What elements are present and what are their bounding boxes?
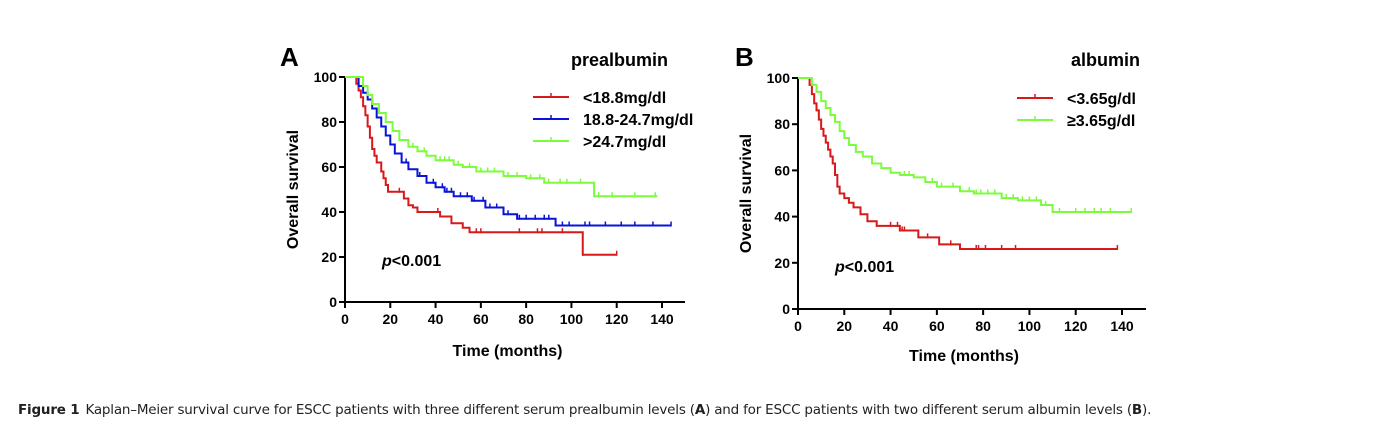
survival-curve bbox=[798, 77, 1132, 213]
chart-title: prealbumin bbox=[571, 50, 668, 70]
y-tick-label: 40 bbox=[774, 209, 790, 225]
p-value: <0.001 bbox=[845, 259, 894, 276]
x-tick-label: 120 bbox=[605, 311, 629, 327]
y-tick-label: 80 bbox=[774, 116, 790, 132]
y-tick-label: 60 bbox=[321, 159, 337, 175]
y-tick-label: 60 bbox=[774, 162, 790, 178]
x-tick-label: 80 bbox=[975, 318, 991, 334]
x-tick-label: 60 bbox=[473, 311, 489, 327]
series-2 bbox=[798, 77, 1133, 213]
caption-label: Figure 1 bbox=[18, 402, 80, 418]
x-tick-label: 100 bbox=[1018, 318, 1042, 334]
series-1 bbox=[345, 76, 618, 256]
x-tick-label: 0 bbox=[794, 318, 802, 334]
series-1 bbox=[798, 77, 1119, 250]
figure-caption: Figure 1 Kaplan–Meier survival curve for … bbox=[18, 402, 1151, 418]
legend-label: ≥3.65g/dl bbox=[1067, 113, 1135, 130]
p-symbol: p bbox=[834, 259, 845, 276]
y-axis-label: Overall survival bbox=[285, 130, 302, 249]
x-tick-label: 140 bbox=[650, 311, 674, 327]
series-3 bbox=[345, 76, 658, 198]
panel-label: B bbox=[735, 42, 754, 72]
caption-text-2: ) and for ESCC patients with two differe… bbox=[705, 402, 1132, 418]
y-tick-label: 20 bbox=[321, 249, 337, 265]
p-value-annotation: p<0.001 bbox=[834, 259, 894, 276]
x-tick-label: 40 bbox=[883, 318, 899, 334]
x-tick-label: 20 bbox=[836, 318, 852, 334]
p-value: <0.001 bbox=[392, 253, 441, 270]
legend-label: >24.7mg/dl bbox=[583, 134, 666, 151]
x-axis-label: Time (months) bbox=[909, 348, 1019, 365]
p-symbol: p bbox=[381, 253, 392, 270]
y-tick-label: 100 bbox=[314, 69, 338, 85]
p-value-annotation: p<0.001 bbox=[381, 253, 441, 270]
legend-label: <18.8mg/dl bbox=[583, 90, 666, 107]
survival-curve bbox=[798, 77, 1118, 250]
y-tick-label: 80 bbox=[321, 114, 337, 130]
legend-label: 18.8-24.7mg/dl bbox=[583, 112, 693, 129]
caption-ref-a: A bbox=[694, 402, 706, 418]
survival-curve bbox=[345, 76, 617, 256]
y-axis-label: Overall survival bbox=[738, 134, 755, 253]
x-axis-label: Time (months) bbox=[453, 343, 563, 360]
caption-text-3: ). bbox=[1142, 402, 1152, 418]
x-tick-label: 140 bbox=[1110, 318, 1134, 334]
x-tick-label: 120 bbox=[1064, 318, 1088, 334]
series-2 bbox=[345, 76, 672, 227]
survival-curve bbox=[345, 76, 658, 198]
survival-curve bbox=[345, 76, 672, 227]
caption-text-1: Kaplan–Meier survival curve for ESCC pat… bbox=[85, 402, 695, 418]
x-tick-label: 20 bbox=[382, 311, 398, 327]
y-tick-label: 0 bbox=[782, 301, 790, 317]
x-tick-label: 100 bbox=[560, 311, 584, 327]
y-tick-label: 40 bbox=[321, 204, 337, 220]
legend-label: <3.65g/dl bbox=[1067, 91, 1136, 108]
caption-ref-b: B bbox=[1131, 402, 1143, 418]
chart-title: albumin bbox=[1071, 50, 1140, 70]
x-tick-label: 0 bbox=[341, 311, 349, 327]
y-tick-label: 100 bbox=[767, 70, 791, 86]
x-tick-label: 40 bbox=[428, 311, 444, 327]
y-tick-label: 0 bbox=[329, 294, 337, 310]
x-tick-label: 60 bbox=[929, 318, 945, 334]
x-tick-label: 80 bbox=[518, 311, 534, 327]
panel-label: A bbox=[280, 42, 299, 72]
y-tick-label: 20 bbox=[774, 255, 790, 271]
